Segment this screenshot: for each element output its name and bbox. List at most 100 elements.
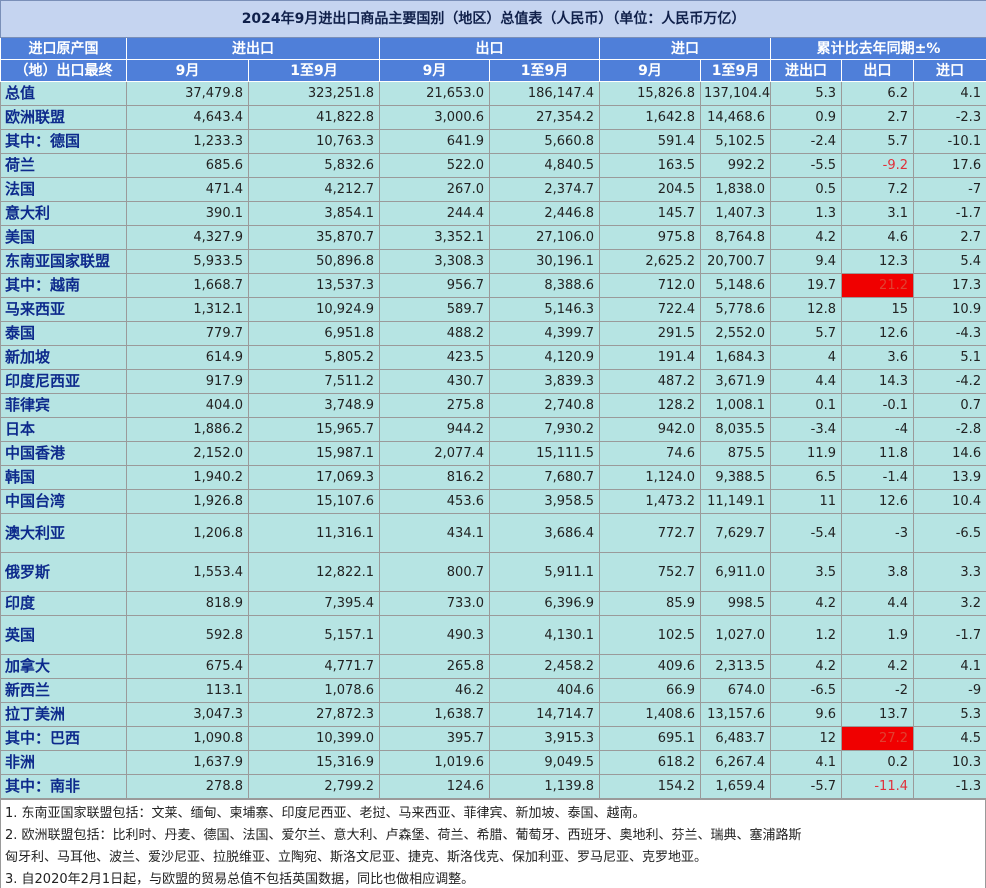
table-cell: 818.9 xyxy=(126,591,249,616)
row-label: 拉丁美洲 xyxy=(0,702,127,727)
table-cell: -1.4 xyxy=(841,465,914,490)
table-row: 美国 4,327.9 35,870.7 3,352.1 27,106.0 975.8 8,7… xyxy=(0,225,986,250)
table-cell: 4.2 xyxy=(770,591,842,616)
row-label: 日本 xyxy=(0,417,127,442)
table-row: 其中：南非 278.8 2,799.2 124.6 1,139.8 154.2 1,659.… xyxy=(0,774,986,799)
table-cell: 4,840.5 xyxy=(489,153,600,178)
group-header-yoy: 累计比去年同期±% xyxy=(769,37,986,60)
sub-header: 1至9月 xyxy=(700,59,771,82)
table-row: 荷兰 685.6 5,832.6 522.0 4,840.5 163.5 992.2 -5.5… xyxy=(0,153,986,178)
table-cell: 779.7 xyxy=(126,321,249,346)
row-label: 加拿大 xyxy=(0,654,127,679)
table-cell: 1.2 xyxy=(770,615,842,655)
footnote: 1. 东南亚国家联盟包括：文莱、缅甸、柬埔寨、印度尼西亚、老挝、马来西亚、菲律宾… xyxy=(5,806,646,821)
table-cell: 15,826.8 xyxy=(599,81,701,106)
table-cell: 5.4 xyxy=(912,249,986,274)
table-cell: 3.6 xyxy=(841,345,914,370)
table-cell: 4.2 xyxy=(770,654,842,679)
table-cell: 1,078.6 xyxy=(248,678,380,703)
table-cell: 2,077.4 xyxy=(379,441,490,466)
table-cell: 7,395.4 xyxy=(248,591,380,616)
row-label: 新加坡 xyxy=(0,345,127,370)
table-cell: 11.8 xyxy=(841,441,914,466)
row-label: 其中：越南 xyxy=(0,273,127,298)
table-cell: 430.7 xyxy=(379,369,490,394)
table-cell: 191.4 xyxy=(599,345,701,370)
table-cell: 66.9 xyxy=(599,678,701,703)
table-cell: 1,206.8 xyxy=(126,513,249,553)
table-cell: 4,327.9 xyxy=(126,225,249,250)
table-cell: 13.9 xyxy=(912,465,986,490)
table-cell: 11,149.1 xyxy=(700,489,771,514)
row-label: 中国香港 xyxy=(0,441,127,466)
table-cell: 4,643.4 xyxy=(126,105,249,130)
table-cell: 4.5 xyxy=(912,726,986,751)
table-cell: -2.8 xyxy=(912,417,986,442)
row-label: 总值 xyxy=(0,81,127,106)
table-cell: 10.3 xyxy=(912,750,986,775)
table-cell: 12.3 xyxy=(841,249,914,274)
table-cell: 487.2 xyxy=(599,369,701,394)
row-label: 非洲 xyxy=(0,750,127,775)
table-row: 马来西亚 1,312.1 10,924.9 589.7 5,146.3 722.4 5,77… xyxy=(0,297,986,322)
table-cell: 14,714.7 xyxy=(489,702,600,727)
table-cell: 6,267.4 xyxy=(700,750,771,775)
table-cell: 1,838.0 xyxy=(700,177,771,202)
table-cell: 7.2 xyxy=(841,177,914,202)
table-cell: 4.1 xyxy=(912,654,986,679)
table-cell: 4,120.9 xyxy=(489,345,600,370)
table-cell: 1,684.3 xyxy=(700,345,771,370)
table-cell: 291.5 xyxy=(599,321,701,346)
sub-header: 1至9月 xyxy=(489,59,600,82)
sub-header: 1至9月 xyxy=(248,59,380,82)
footnotes: 1. 东南亚国家联盟包括：文莱、缅甸、柬埔寨、印度尼西亚、老挝、马来西亚、菲律宾… xyxy=(0,799,986,888)
table-row: 中国台湾 1,926.8 15,107.6 453.6 3,958.5 1,473.2 11… xyxy=(0,489,986,514)
table-cell: 15,987.1 xyxy=(248,441,380,466)
table-row: 印度尼西亚 917.9 7,511.2 430.7 3,839.3 487.2 3,671.… xyxy=(0,369,986,394)
table-cell: 3,352.1 xyxy=(379,225,490,250)
sub-header: 出口 xyxy=(841,59,914,82)
row-label: 中国台湾 xyxy=(0,489,127,514)
table-cell: 1.9 xyxy=(841,615,914,655)
table-cell: -9 xyxy=(912,678,986,703)
table-cell: 7,629.7 xyxy=(700,513,771,553)
table-cell: 6,396.9 xyxy=(489,591,600,616)
table-row: 东南亚国家联盟 5,933.5 50,896.8 3,308.3 30,196.1 2,6… xyxy=(0,249,986,274)
table-cell: 0.7 xyxy=(912,393,986,418)
group-header-export: 出口 xyxy=(379,37,600,60)
row-label: 印度尼西亚 xyxy=(0,369,127,394)
table-cell: 1,642.8 xyxy=(599,105,701,130)
table-cell: -10.1 xyxy=(912,129,986,154)
table-cell: 8,764.8 xyxy=(700,225,771,250)
table-cell: 6,911.0 xyxy=(700,552,771,592)
row-label: 英国 xyxy=(0,615,127,655)
table-cell: 5,778.6 xyxy=(700,297,771,322)
table-row: 泰国 779.7 6,951.8 488.2 4,399.7 291.5 2,552.0 5.… xyxy=(0,321,986,346)
table-cell: 1.3 xyxy=(770,201,842,226)
table-cell: 13.7 xyxy=(841,702,914,727)
table-row: 俄罗斯 1,553.4 12,822.1 800.7 5,911.1 752.7 6,911… xyxy=(0,552,986,592)
table-cell: 137,104.4 xyxy=(700,81,771,106)
table-row: 英国 592.8 5,157.1 490.3 4,130.1 102.5 1,027.0 1.… xyxy=(0,615,986,655)
table-cell: 3,047.3 xyxy=(126,702,249,727)
table-row: 日本 1,886.2 15,965.7 944.2 7,930.2 942.0 8,035.… xyxy=(0,417,986,442)
table-cell: 3.3 xyxy=(912,552,986,592)
table-cell: 15,107.6 xyxy=(248,489,380,514)
table-cell: 1,408.6 xyxy=(599,702,701,727)
table-cell: 27,106.0 xyxy=(489,225,600,250)
table-cell: 10,763.3 xyxy=(248,129,380,154)
row-label: 法国 xyxy=(0,177,127,202)
table-cell: 685.6 xyxy=(126,153,249,178)
table-cell: 998.5 xyxy=(700,591,771,616)
table-row: 新西兰 113.1 1,078.6 46.2 404.6 66.9 674.0 -6.5 -2-… xyxy=(0,678,986,703)
table-cell: 404.0 xyxy=(126,393,249,418)
table-cell: 186,147.4 xyxy=(489,81,600,106)
table-row: 总值 37,479.8 323,251.8 21,653.0 186,147.4 15,8… xyxy=(0,81,986,106)
table-cell: 5.7 xyxy=(841,129,914,154)
table-cell: -5.7 xyxy=(770,774,842,799)
table-row: 加拿大 675.4 4,771.7 265.8 2,458.2 409.6 2,313.5 4… xyxy=(0,654,986,679)
table-row: 其中：德国 1,233.3 10,763.3 641.9 5,660.8 591.4 5,1… xyxy=(0,129,986,154)
table-cell: 2,458.2 xyxy=(489,654,600,679)
table-cell: 3.5 xyxy=(770,552,842,592)
table-cell: -1.3 xyxy=(912,774,986,799)
